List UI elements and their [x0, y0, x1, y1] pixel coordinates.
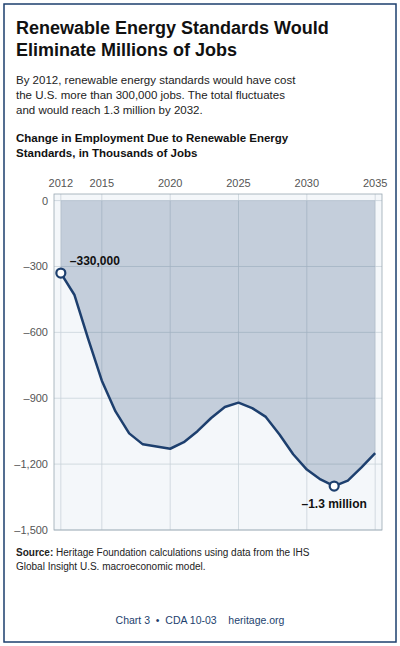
page-border	[4, 4, 396, 642]
title-line: Renewable Energy Standards Would	[16, 18, 329, 38]
source-line: Source: Heritage Foundation calculations…	[16, 547, 310, 558]
x-tick-label: 2020	[158, 177, 182, 189]
annotation-marker	[330, 482, 339, 491]
source-prefix: Source:	[16, 547, 53, 558]
x-tick-label: 2012	[49, 177, 73, 189]
annotation: –330,000	[70, 254, 120, 268]
footer: Chart 3 • CDA 10-03 heritage.org	[116, 614, 285, 626]
annotation: –1.3 million	[301, 497, 366, 511]
plot-area	[56, 201, 375, 491]
subtitle-line: By 2012, renewable energy standards woul…	[16, 74, 296, 86]
x-tick-label: 2025	[226, 177, 250, 189]
plot-background	[54, 194, 382, 530]
line	[61, 273, 375, 486]
y-tick-label: –600	[24, 326, 48, 338]
x-tick-label: 2035	[363, 177, 387, 189]
source-rest: Heritage Foundation calculations using d…	[53, 547, 310, 558]
title-line: Eliminate Millions of Jobs	[16, 40, 237, 60]
x-tick-label: 2015	[90, 177, 114, 189]
y-tick-label: –1,200	[14, 458, 48, 470]
subtitle-line: the U.S. more than 300,000 jobs. The tot…	[16, 89, 285, 101]
source-line: Global Insight U.S. macroeconomic model.	[16, 561, 206, 572]
annotation-marker	[56, 269, 65, 278]
y-tick-label: –300	[24, 260, 48, 272]
area-fill	[61, 201, 375, 486]
axis-label-line: Standards, in Thousands of Jobs	[16, 147, 197, 159]
source: Source: Heritage Foundation calculations…	[16, 547, 310, 572]
y-tick-label: 0	[42, 195, 48, 207]
title: Renewable Energy Standards WouldEliminat…	[16, 18, 329, 60]
subtitle-line: and would reach 1.3 million by 2032.	[16, 104, 203, 116]
axis-label-line: Change in Employment Due to Renewable En…	[16, 132, 289, 144]
grid	[54, 194, 382, 530]
axis-label: Change in Employment Due to Renewable En…	[16, 132, 289, 159]
plot-frame	[54, 194, 382, 530]
subtitle: By 2012, renewable energy standards woul…	[16, 74, 296, 116]
x-tick-label: 2030	[295, 177, 319, 189]
chart: Renewable Energy Standards WouldEliminat…	[0, 0, 400, 646]
y-tick-label: –900	[24, 392, 48, 404]
y-tick-label: –1,500	[14, 524, 48, 536]
